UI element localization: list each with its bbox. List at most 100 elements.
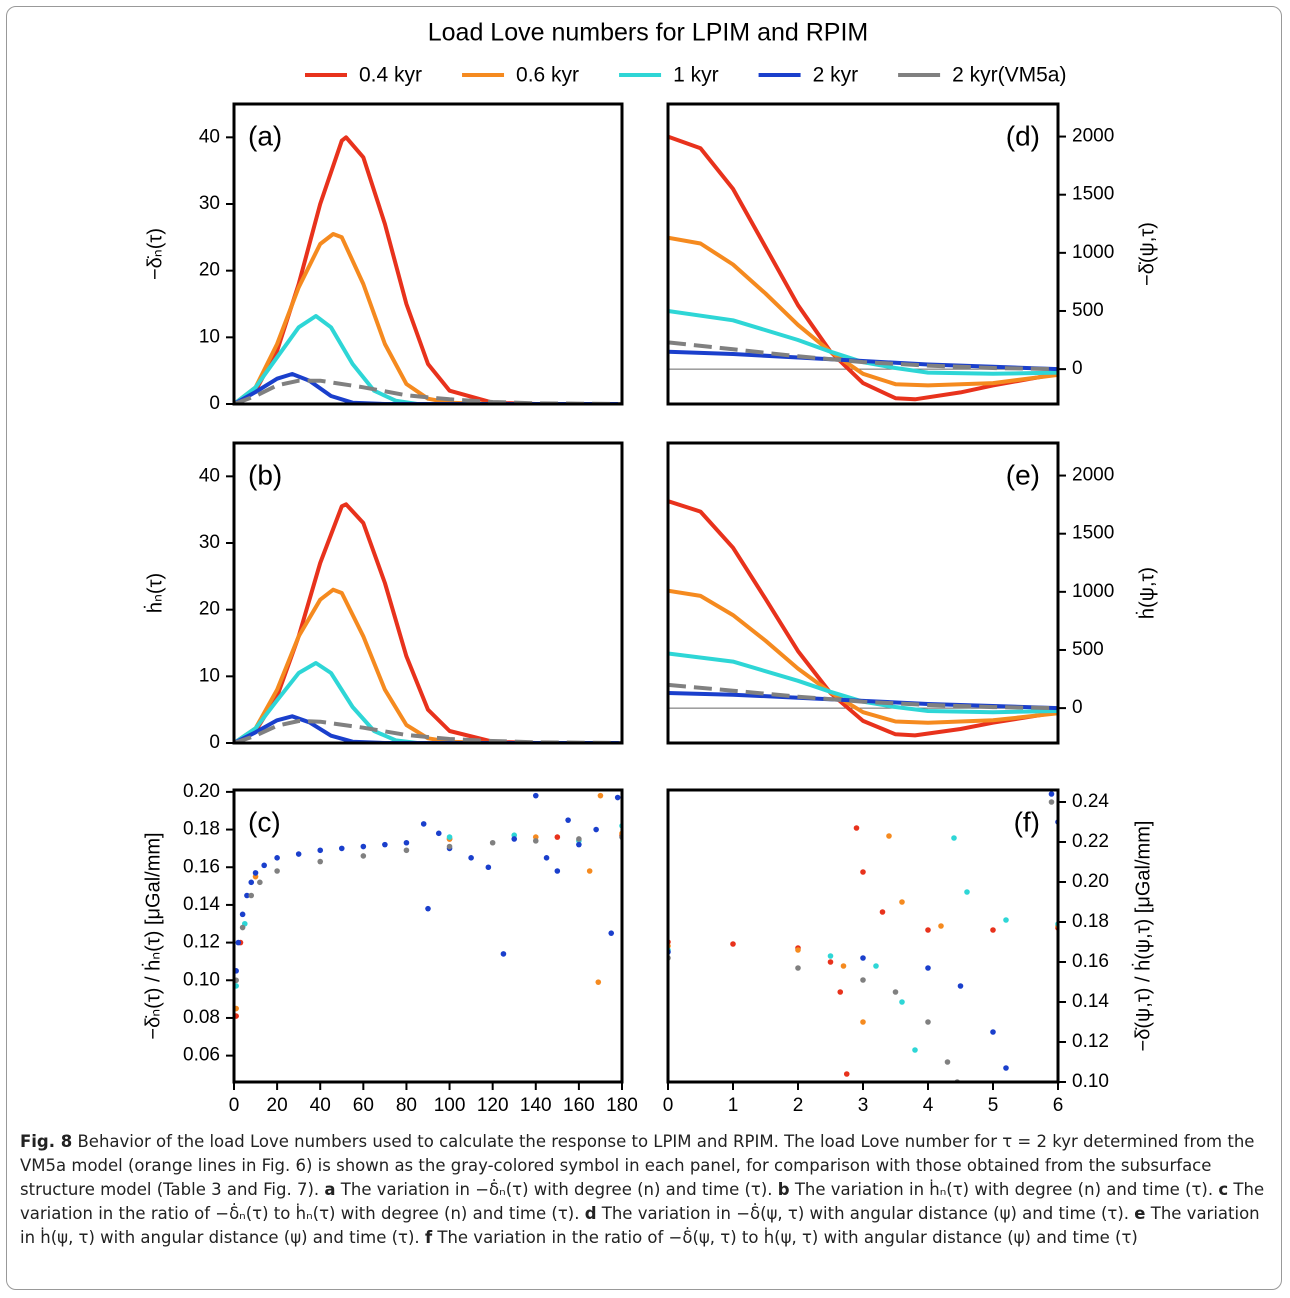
point [468, 855, 474, 861]
panel-label: (e) [1006, 459, 1040, 490]
y-axis-label: −δ̇ₙ(τ) / ḣₙ(τ) [μGal/mm] [141, 832, 164, 1039]
line [234, 502, 622, 743]
line [234, 719, 622, 743]
chart-title: Load Love numbers for LPIM and RPIM [428, 19, 869, 47]
point [511, 836, 518, 842]
x-tick-label: 1 [728, 1095, 739, 1116]
point [795, 965, 801, 971]
point [500, 951, 507, 957]
panel-label: (d) [1006, 120, 1040, 151]
point [554, 868, 561, 874]
caption-item-text: The variation in the ratio of −δ̇ₙ(τ) to… [20, 1180, 1265, 1223]
point [837, 989, 844, 995]
point [489, 839, 496, 846]
y-tick-label: 0.16 [1072, 951, 1109, 972]
legend-label: 0.4 kyr [359, 64, 422, 87]
point [435, 830, 442, 837]
point [843, 1071, 850, 1077]
point [252, 870, 259, 876]
point [403, 839, 410, 846]
caption: Fig. 8 Behavior of the load Love numbers… [20, 1130, 1275, 1250]
y-tick-label: 0.06 [183, 1045, 220, 1066]
point [860, 955, 866, 961]
y-tick-label: 20 [199, 599, 220, 620]
x-tick-label: 6 [1053, 1095, 1064, 1116]
x-tick-label: 20 [267, 1095, 288, 1116]
point [235, 939, 242, 946]
point [912, 1047, 918, 1053]
point [239, 924, 246, 931]
x-tick-label: 40 [310, 1095, 331, 1116]
caption-fig: Fig. 8 [20, 1132, 73, 1151]
y-tick-label: 30 [199, 532, 220, 553]
caption-item-label: f [424, 1228, 433, 1247]
y-tick-label: 0.14 [1072, 991, 1109, 1012]
point [317, 858, 324, 865]
point [990, 927, 996, 933]
y-tick-label: 0 [1072, 358, 1083, 379]
point [257, 879, 263, 886]
y-tick-label: 0.18 [183, 819, 220, 840]
point [239, 911, 246, 918]
plot-area [668, 134, 1058, 402]
point [951, 835, 957, 841]
panel-label: (c) [248, 806, 281, 837]
y-axis-label: ḣₙ(τ) [143, 573, 166, 613]
point [420, 821, 427, 827]
panel-label: (a) [248, 120, 282, 151]
point [608, 930, 615, 936]
y-tick-label: 1000 [1072, 242, 1114, 263]
point [1048, 799, 1055, 805]
y-tick-label: 0 [209, 732, 220, 753]
caption-item-label: b [777, 1180, 790, 1199]
y-tick-label: 20 [199, 260, 220, 281]
caption-item-text: The variation in −δ̇ₙ(τ) with degree (n)… [340, 1180, 773, 1199]
legend-label: 2 kyr(VM5a) [952, 64, 1066, 87]
line [668, 340, 1058, 372]
point [860, 977, 866, 983]
x-tick-label: 120 [477, 1095, 509, 1116]
plot-area [234, 792, 622, 1019]
plot-frame [666, 788, 1060, 1084]
x-tick-label: 0 [229, 1095, 240, 1116]
x-tick-label: 5 [988, 1095, 999, 1116]
y-tick-label: 0.12 [1072, 1031, 1109, 1052]
y-tick-label: 0.18 [1072, 911, 1109, 932]
y-tick-label: 30 [199, 193, 220, 214]
y-axis-label: −δ̇(ψ,τ) [1136, 222, 1158, 286]
point [403, 847, 410, 854]
y-axis-label: −δ̇(ψ,τ) / ḣ(ψ,τ) [μGal/mm] [1131, 821, 1154, 1052]
legend-label: 0.6 kyr [516, 64, 579, 87]
point [317, 847, 324, 854]
point [957, 983, 964, 989]
point [360, 853, 367, 859]
x-tick-label: 0 [663, 1095, 674, 1116]
point [827, 959, 834, 965]
x-tick-label: 140 [520, 1095, 552, 1116]
y-tick-label: 10 [199, 665, 220, 686]
line [668, 499, 1058, 738]
point [1003, 1065, 1009, 1071]
y-tick-label: 1500 [1072, 523, 1114, 544]
panel-label: (f) [1014, 806, 1040, 837]
y-tick-label: 0.10 [1072, 1071, 1109, 1092]
plot-frame [232, 441, 624, 745]
point [730, 941, 736, 947]
point [1048, 791, 1055, 797]
point [425, 905, 431, 912]
line [668, 134, 1058, 402]
point [485, 864, 492, 871]
point [543, 855, 550, 861]
point [532, 792, 539, 799]
point [860, 1019, 866, 1025]
point [614, 794, 621, 801]
plot-area [234, 135, 622, 404]
x-axis-label: ϕ [deg] [831, 1128, 895, 1130]
caption-item-text: The variation in ḣₙ(τ) with degree (n) a… [794, 1180, 1214, 1199]
y-tick-label: 1000 [1072, 581, 1114, 602]
point [964, 889, 970, 895]
point [446, 843, 453, 850]
y-tick-label: 500 [1072, 300, 1104, 321]
y-tick-label: 0 [209, 393, 220, 414]
legend-label: 1 kyr [673, 64, 719, 87]
